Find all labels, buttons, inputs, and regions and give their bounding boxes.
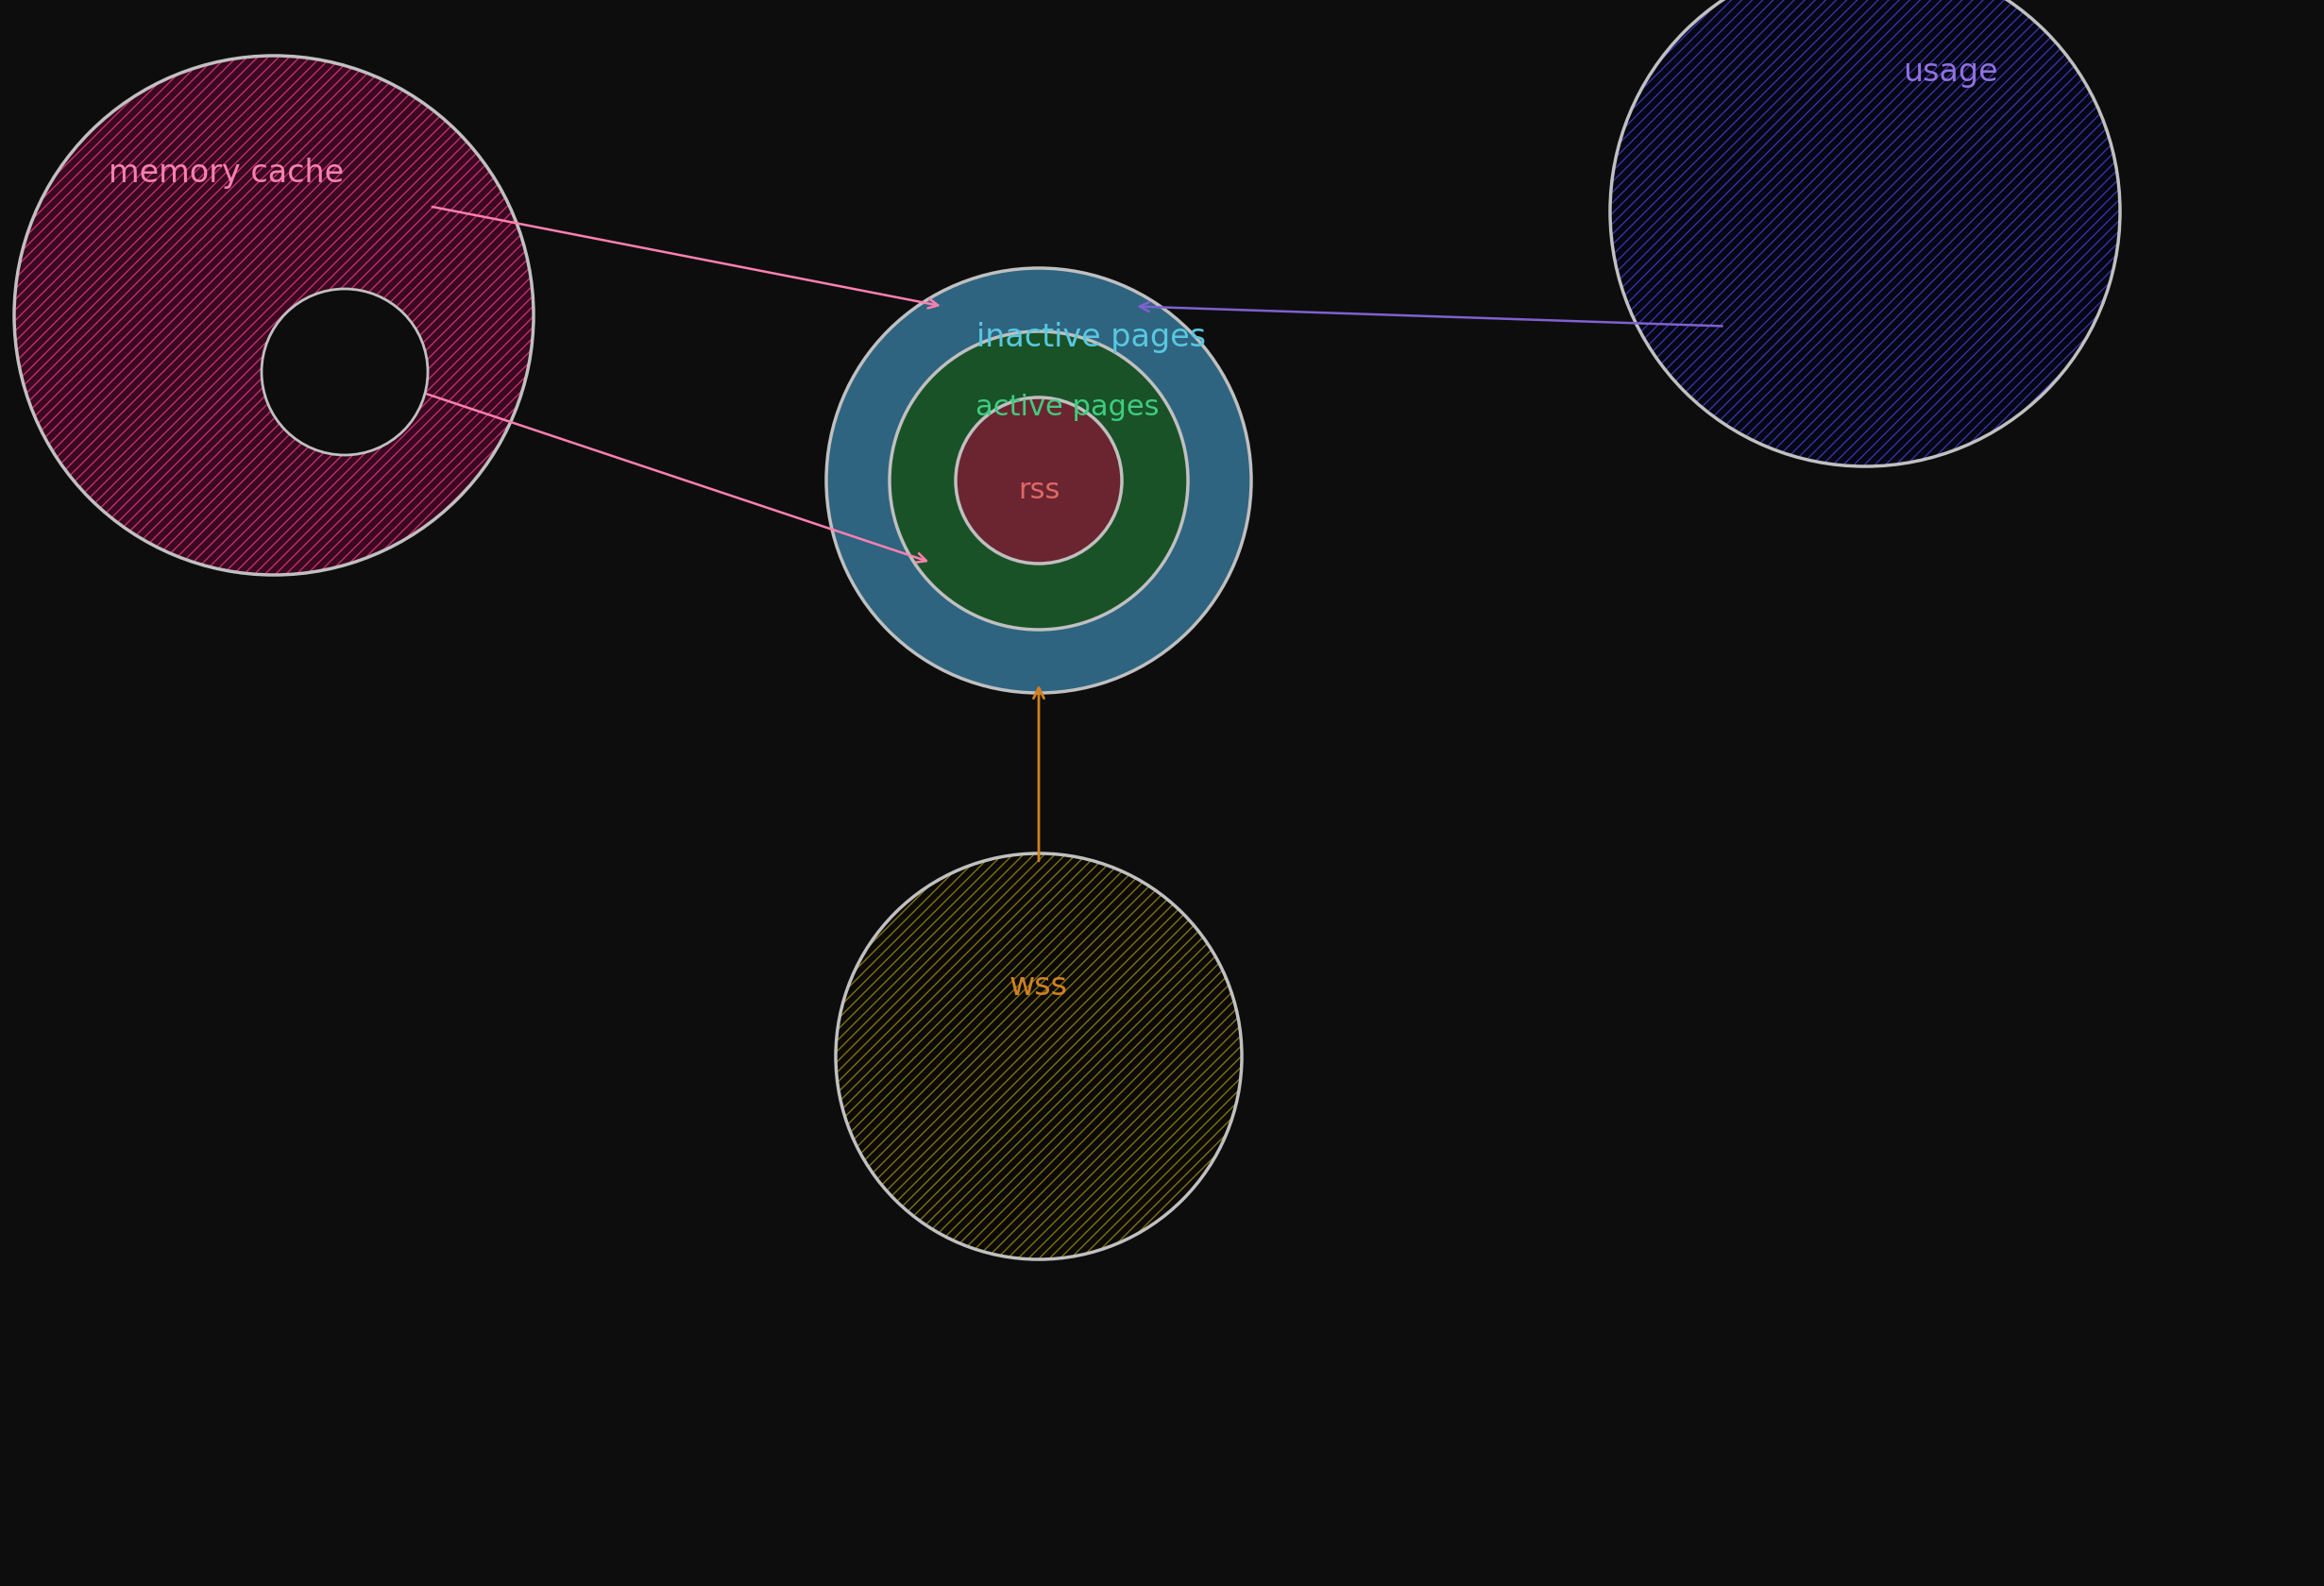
Text: rss: rss	[1018, 477, 1060, 504]
Text: usage: usage	[1903, 57, 1999, 87]
Circle shape	[837, 853, 1241, 1259]
Text: memory cache: memory cache	[109, 157, 344, 189]
Circle shape	[1611, 0, 2119, 466]
Circle shape	[890, 331, 1188, 630]
Circle shape	[14, 57, 535, 576]
Circle shape	[827, 270, 1250, 693]
Circle shape	[955, 398, 1122, 565]
Circle shape	[263, 290, 428, 455]
Text: inactive pages: inactive pages	[976, 322, 1206, 352]
Text: active pages: active pages	[976, 393, 1160, 420]
Text: wss: wss	[1009, 971, 1069, 1001]
